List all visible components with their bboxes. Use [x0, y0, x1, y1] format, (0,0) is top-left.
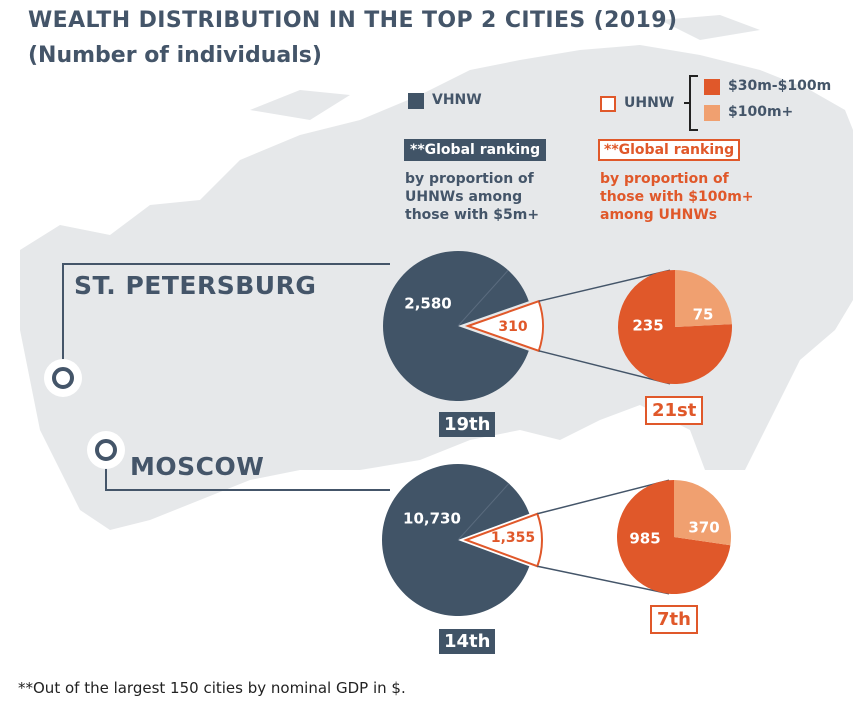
st-petersburg-vhnw-rank: 19th: [439, 412, 496, 437]
moscow-vhnw-value: 10,730: [403, 510, 461, 528]
moscow-vhnw-rank: 14th: [439, 629, 496, 654]
moscow-connector-top: [537, 479, 670, 515]
moscow-connector-bottom: [537, 565, 670, 595]
st-petersburg-vhnw-value: 2,580: [404, 295, 451, 313]
vhnw-ranking-note-line3: those with $5m+: [405, 207, 540, 223]
vhnw-legend-swatch: [408, 93, 424, 109]
moscow-uhnw-rank: 7th: [650, 605, 698, 634]
chart-subtitle: (Number of individuals): [28, 43, 322, 68]
st-petersburg-sub-30-100-value: 235: [632, 317, 663, 335]
chart-title: WEALTH DISTRIBUTION IN THE TOP 2 CITIES …: [28, 8, 678, 33]
st-petersburg-label: ST. PETERSBURG: [74, 271, 317, 300]
vhnw-legend-label: VHNW: [432, 92, 482, 108]
sub-30-100-legend-label: $30m-$100m: [728, 78, 832, 94]
st-petersburg-connector-top: [538, 269, 671, 302]
uhnw-ranking-note-line3: among UHNWs: [600, 207, 718, 223]
st-petersburg-uhnw-rank: 21st: [645, 396, 704, 425]
uhnw-legend-swatch: [600, 96, 616, 112]
moscow-sub-100plus-slice: [674, 480, 731, 546]
moscow-marker-icon: [87, 431, 125, 469]
st-petersburg-connector-bottom: [538, 350, 671, 385]
st-petersburg-divider-line: [457, 269, 509, 327]
sub-100plus-legend-swatch: [704, 105, 720, 121]
sub-30-100-legend-swatch: [704, 79, 720, 95]
moscow-sub-30-100-value: 985: [629, 530, 660, 548]
moscow-uhnw-value: 1,355: [491, 530, 535, 546]
st-petersburg-sub-100plus-value: 75: [693, 306, 714, 324]
footnote: **Out of the largest 150 cities by nomin…: [18, 679, 406, 697]
moscow-label: MOSCOW: [130, 452, 265, 481]
uhnw-ranking-badge: **Global ranking: [598, 139, 741, 161]
uhnw-ranking-note-line2: those with $100m+: [600, 189, 754, 205]
vhnw-ranking-note-line1: by proportion of: [405, 171, 534, 187]
sub-100plus-legend-label: $100m+: [728, 104, 794, 120]
vhnw-ranking-badge: **Global ranking: [404, 139, 547, 161]
st-petersburg-marker-icon: [44, 359, 82, 397]
uhnw-legend-label: UHNW: [624, 95, 675, 111]
moscow-sub-100plus-value: 370: [688, 519, 719, 537]
uhnw-ranking-note-line1: by proportion of: [600, 171, 729, 187]
st-petersburg-sub-100plus-slice: [675, 270, 732, 327]
moscow-divider-line: [457, 483, 510, 541]
legend-bracket: [684, 75, 698, 131]
st-petersburg-uhnw-value: 310: [498, 319, 527, 335]
moscow-sub-30-100-slice: [617, 480, 731, 595]
vhnw-ranking-note-line2: UHNWs among: [405, 189, 523, 205]
